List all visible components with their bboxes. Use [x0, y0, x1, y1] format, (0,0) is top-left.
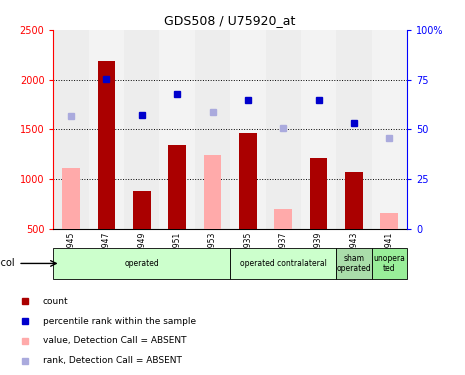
Bar	[301, 30, 336, 229]
Bar	[195, 30, 230, 229]
Bar	[159, 30, 195, 229]
Text: count: count	[43, 297, 69, 306]
Bar	[230, 30, 266, 229]
Text: sham
operated: sham operated	[337, 254, 371, 273]
Bar	[124, 30, 159, 229]
Bar	[266, 30, 301, 229]
Bar	[310, 158, 327, 229]
Text: value, Detection Call = ABSENT: value, Detection Call = ABSENT	[43, 336, 186, 345]
Bar	[168, 145, 186, 229]
Bar	[372, 30, 407, 229]
Text: operated: operated	[125, 259, 159, 268]
Bar	[133, 191, 151, 229]
Bar	[53, 248, 230, 279]
Bar	[89, 30, 124, 229]
Bar	[372, 248, 407, 279]
Bar	[239, 134, 257, 229]
Text: rank, Detection Call = ABSENT: rank, Detection Call = ABSENT	[43, 356, 182, 365]
Bar	[274, 209, 292, 229]
Bar	[98, 61, 115, 229]
Text: percentile rank within the sample: percentile rank within the sample	[43, 316, 196, 326]
Bar	[336, 248, 372, 279]
Text: unopera
ted: unopera ted	[373, 254, 405, 273]
Bar	[380, 213, 398, 229]
Title: GDS508 / U75920_at: GDS508 / U75920_at	[165, 15, 296, 27]
Bar	[204, 155, 221, 229]
Bar	[53, 30, 89, 229]
Bar	[336, 30, 372, 229]
Bar	[62, 168, 80, 229]
Bar	[345, 172, 363, 229]
Text: operated contralateral: operated contralateral	[240, 259, 326, 268]
Bar	[230, 248, 336, 279]
Text: protocol: protocol	[0, 258, 14, 268]
